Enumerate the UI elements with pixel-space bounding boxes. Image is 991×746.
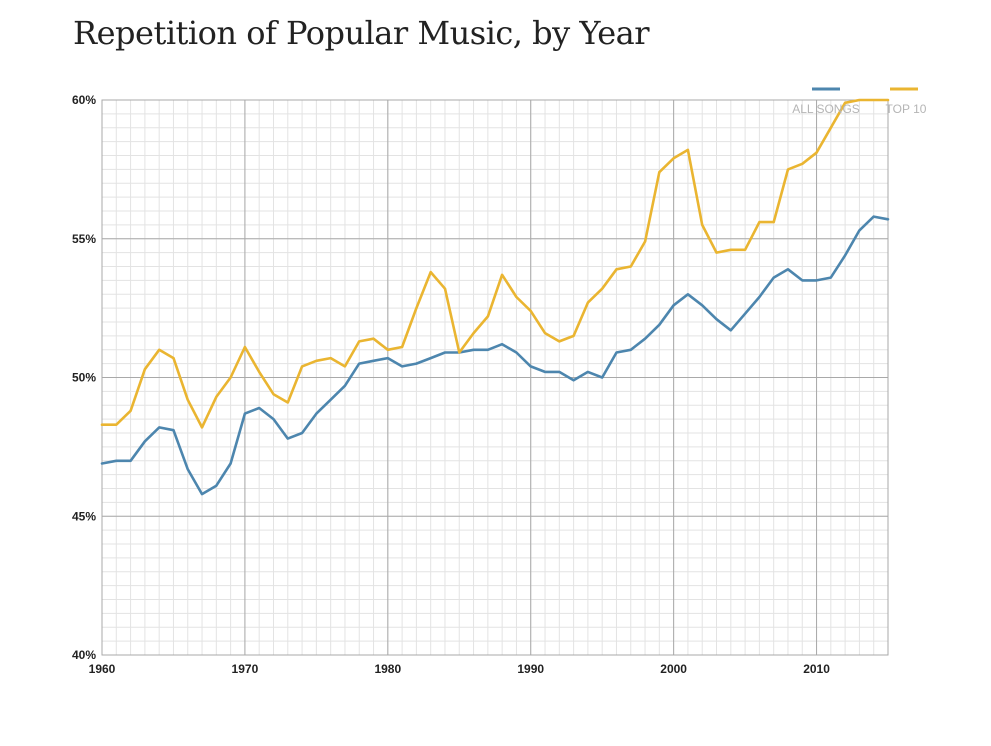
series-line-0 (100, 215, 890, 496)
y-tick-label: 45% (72, 509, 96, 523)
y-tick-label: 60% (72, 93, 96, 107)
x-tick-label: 2000 (660, 662, 687, 676)
series-line-1 (100, 98, 890, 429)
plot-border (101, 99, 889, 656)
major-gridlines (101, 99, 889, 656)
x-tick-label: 1960 (89, 662, 116, 676)
x-tick-label: 1990 (517, 662, 544, 676)
x-tick-label: 2010 (803, 662, 830, 676)
y-tick-label: 50% (72, 371, 96, 385)
y-tick-label: 55% (72, 232, 96, 246)
legend: ALL SONGS TOP 10 (792, 87, 927, 116)
legend-label-0: ALL SONGS (792, 102, 860, 116)
chart-title: Repetition of Popular Music, by Year (73, 14, 650, 52)
legend-label-1: TOP 10 (886, 102, 927, 116)
y-tick-label: 40% (72, 648, 96, 662)
x-tick-label: 1980 (374, 662, 401, 676)
x-tick-label: 1970 (232, 662, 259, 676)
axes: 40% 45% 50% 55% 60% 1960 1970 1980 1990 2000 2010 (72, 93, 830, 676)
series-lines (100, 98, 890, 496)
